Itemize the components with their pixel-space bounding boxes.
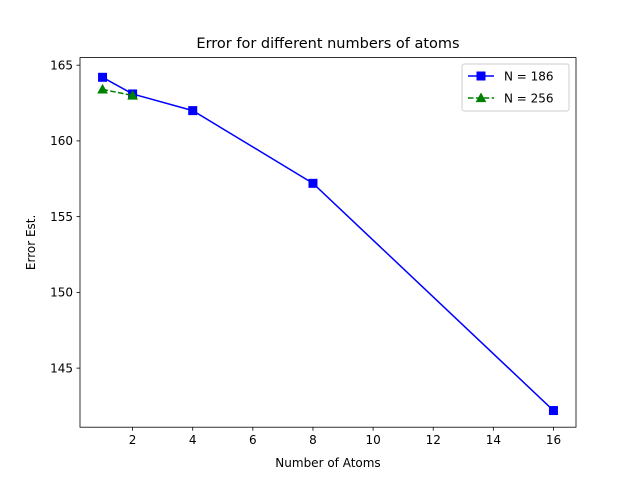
x-tick-label: 14 — [486, 433, 501, 447]
series-line — [102, 88, 133, 97]
legend: N = 186 N = 256 — [461, 63, 570, 112]
x-tick-label: 10 — [365, 433, 380, 447]
data-point — [98, 72, 108, 82]
y-tick-label: 160 — [50, 134, 73, 148]
x-axis-label: Number of Atoms — [275, 456, 380, 470]
y-axis-label: Error Est. — [24, 215, 38, 270]
data-point — [127, 89, 138, 100]
x-tick-label: 8 — [309, 433, 317, 447]
x-tick-label: 2 — [129, 433, 137, 447]
series-layer — [97, 72, 558, 416]
y-tick-label: 150 — [50, 286, 73, 300]
legend-item: N = 186 — [468, 69, 554, 83]
x-tick-label: 12 — [426, 433, 441, 447]
plot-frame — [79, 57, 577, 428]
series-1 — [98, 72, 558, 416]
chart-title: Error for different numbers of atoms — [196, 36, 459, 52]
series-2 — [97, 83, 138, 100]
legend-label: N = 256 — [504, 91, 554, 105]
x-axis: 2 4 6 8 10 12 14 16 — [129, 427, 561, 447]
data-point — [188, 106, 198, 116]
data-point — [97, 83, 108, 94]
legend-marker — [476, 71, 486, 81]
data-point — [548, 406, 558, 416]
legend-label: N = 186 — [504, 69, 554, 83]
x-tick-label: 4 — [189, 433, 197, 447]
y-axis: 145 150 155 160 165 — [50, 58, 80, 375]
x-tick-label: 6 — [249, 433, 257, 447]
y-tick-label: 165 — [50, 58, 73, 72]
data-point — [308, 178, 318, 188]
y-tick-label: 145 — [50, 361, 73, 375]
series-line — [102, 76, 554, 412]
legend-marker — [475, 92, 487, 103]
y-tick-label: 155 — [50, 210, 73, 224]
legend-item: N = 256 — [468, 91, 554, 105]
x-tick-label: 16 — [546, 433, 561, 447]
